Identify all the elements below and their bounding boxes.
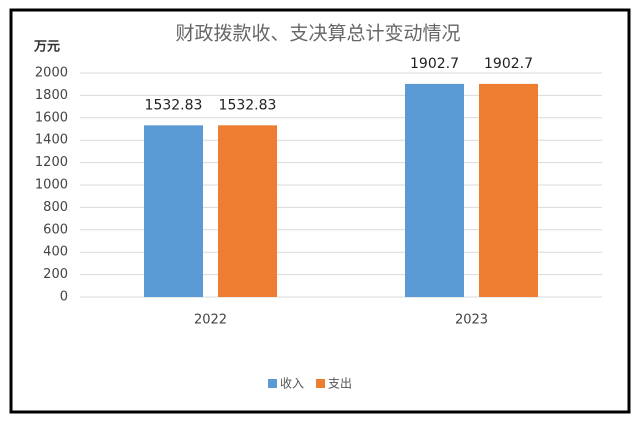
y-tick-label: 1200 (35, 155, 68, 170)
x-tick-label: 2023 (455, 313, 488, 328)
legend-swatch (316, 379, 326, 388)
legend-label: 支出 (328, 377, 352, 391)
x-tick-label: 2022 (194, 313, 227, 328)
legend-swatch (268, 379, 277, 388)
y-tick-label: 0 (60, 290, 68, 305)
y-tick-label: 800 (43, 200, 68, 215)
legend-label: 收入 (280, 377, 304, 391)
bar (479, 83, 538, 297)
chart-title: 财政拨款收、支决算总计变动情况 (175, 23, 460, 45)
data-label: 1902.7 (410, 56, 459, 72)
y-axis-label: 万元 (33, 40, 60, 55)
y-tick-label: 2000 (35, 66, 68, 81)
y-tick-label: 400 (43, 245, 68, 260)
y-tick-label: 1600 (35, 110, 68, 125)
y-tick-label: 1000 (35, 178, 68, 193)
y-tick-label: 1400 (35, 133, 68, 148)
y-tick-label: 600 (43, 222, 68, 237)
data-label: 1532.83 (219, 97, 277, 113)
bar (218, 125, 277, 298)
data-label: 1532.83 (145, 97, 203, 113)
bar (405, 83, 464, 297)
y-tick-label: 1800 (35, 88, 68, 103)
data-label: 1902.7 (484, 56, 533, 72)
y-tick-label: 200 (43, 267, 68, 282)
bar (144, 125, 203, 298)
